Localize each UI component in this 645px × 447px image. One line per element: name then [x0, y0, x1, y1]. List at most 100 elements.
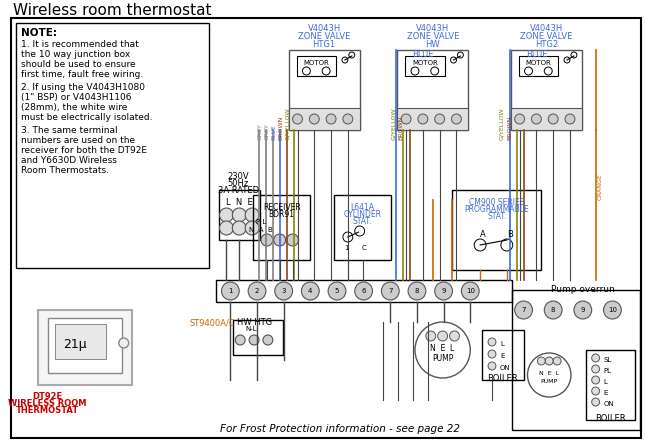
- Text: GREY: GREY: [257, 123, 263, 140]
- Circle shape: [426, 331, 436, 341]
- Text: 9: 9: [441, 288, 446, 294]
- Bar: [253, 195, 310, 260]
- Text: should be used to ensure: should be used to ensure: [21, 60, 135, 69]
- Text: numbers are used on the: numbers are used on the: [21, 136, 135, 145]
- Bar: [511, 108, 582, 130]
- Circle shape: [301, 282, 319, 300]
- Circle shape: [545, 357, 553, 365]
- Circle shape: [355, 282, 373, 300]
- Circle shape: [263, 335, 273, 345]
- Circle shape: [528, 353, 571, 397]
- Circle shape: [431, 67, 439, 75]
- Bar: [482, 330, 524, 380]
- Text: HW HTG: HW HTG: [237, 318, 273, 327]
- Text: ST9400A/C: ST9400A/C: [190, 318, 235, 327]
- Text: BDR91: BDR91: [269, 210, 295, 219]
- Circle shape: [232, 208, 246, 222]
- Text: MOTOR: MOTOR: [526, 60, 551, 66]
- Text: PROGRAMMABLE: PROGRAMMABLE: [464, 205, 530, 214]
- Text: NOTE:: NOTE:: [21, 28, 57, 38]
- Circle shape: [450, 57, 457, 63]
- Text: E: E: [500, 353, 504, 359]
- Text: 3A RATED: 3A RATED: [218, 186, 259, 195]
- Circle shape: [245, 221, 259, 235]
- Bar: [215, 280, 511, 302]
- Text: ON: ON: [604, 401, 614, 407]
- Bar: [48, 318, 122, 373]
- Text: L  N  E: L N E: [226, 198, 253, 207]
- Text: CM900 SERIES: CM900 SERIES: [469, 198, 524, 207]
- Text: HTG2: HTG2: [535, 40, 558, 49]
- Text: Room Thermostats.: Room Thermostats.: [21, 166, 109, 175]
- Text: 4: 4: [308, 288, 313, 294]
- Text: V4043H: V4043H: [530, 24, 563, 33]
- Text: 1. It is recommended that: 1. It is recommended that: [21, 40, 139, 49]
- Text: 2: 2: [255, 288, 259, 294]
- Text: ZONE VALVE: ZONE VALVE: [520, 32, 573, 41]
- Text: PUMP: PUMP: [541, 379, 558, 384]
- Text: 50Hz: 50Hz: [228, 179, 249, 188]
- Circle shape: [249, 335, 259, 345]
- Circle shape: [451, 114, 461, 124]
- Circle shape: [401, 114, 411, 124]
- Text: V4043H: V4043H: [416, 24, 450, 33]
- Text: CYLINDER: CYLINDER: [344, 210, 382, 219]
- Circle shape: [248, 282, 266, 300]
- Bar: [397, 50, 468, 130]
- Text: BLUE: BLUE: [412, 50, 433, 59]
- Text: B: B: [507, 230, 513, 239]
- Text: N-L: N-L: [245, 326, 257, 332]
- Circle shape: [515, 301, 533, 319]
- Circle shape: [408, 282, 426, 300]
- Text: 7: 7: [388, 288, 393, 294]
- Text: RECEIVER: RECEIVER: [263, 203, 301, 212]
- Text: first time, fault free wiring.: first time, fault free wiring.: [21, 70, 143, 79]
- Text: DT92E: DT92E: [33, 392, 63, 401]
- Circle shape: [274, 234, 286, 246]
- Circle shape: [232, 221, 246, 235]
- Text: BROWN: BROWN: [399, 116, 404, 140]
- Circle shape: [438, 331, 448, 341]
- Text: G/YELLOW: G/YELLOW: [391, 107, 396, 140]
- Bar: [511, 290, 640, 430]
- Text: 6: 6: [361, 288, 366, 294]
- Circle shape: [574, 301, 591, 319]
- Text: ORANGE: ORANGE: [598, 173, 603, 200]
- Text: A: A: [480, 230, 486, 239]
- Circle shape: [544, 301, 562, 319]
- Circle shape: [591, 398, 600, 406]
- Circle shape: [474, 239, 486, 251]
- Text: L641A: L641A: [351, 203, 375, 212]
- Text: 230V: 230V: [228, 172, 249, 181]
- Text: N  A  B: N A B: [249, 227, 273, 233]
- Text: BOILER: BOILER: [595, 414, 626, 423]
- Text: 10: 10: [466, 288, 475, 294]
- Text: BLUE: BLUE: [272, 124, 276, 140]
- Text: ZONE VALVE: ZONE VALVE: [406, 32, 459, 41]
- Text: SL: SL: [604, 357, 612, 363]
- Circle shape: [293, 114, 303, 124]
- Circle shape: [501, 239, 513, 251]
- Circle shape: [261, 234, 273, 246]
- Circle shape: [326, 114, 336, 124]
- Text: P L: P L: [256, 219, 266, 225]
- Circle shape: [418, 114, 428, 124]
- Circle shape: [515, 114, 524, 124]
- Circle shape: [548, 114, 558, 124]
- Text: PUMP: PUMP: [432, 354, 453, 363]
- Text: receiver for both the DT92E: receiver for both the DT92E: [21, 146, 147, 155]
- Circle shape: [381, 282, 399, 300]
- Text: PL: PL: [604, 368, 611, 374]
- Bar: [38, 310, 132, 385]
- Circle shape: [343, 232, 353, 242]
- Bar: [288, 50, 360, 130]
- Circle shape: [591, 387, 600, 395]
- Text: Pump overrun: Pump overrun: [551, 285, 615, 294]
- Text: must be electrically isolated.: must be electrically isolated.: [21, 113, 153, 122]
- Circle shape: [531, 114, 541, 124]
- Text: G/YELLOW: G/YELLOW: [285, 107, 290, 140]
- Circle shape: [591, 376, 600, 384]
- Text: N  E  L: N E L: [539, 371, 559, 376]
- Text: MOTOR: MOTOR: [412, 60, 438, 66]
- Circle shape: [544, 67, 552, 75]
